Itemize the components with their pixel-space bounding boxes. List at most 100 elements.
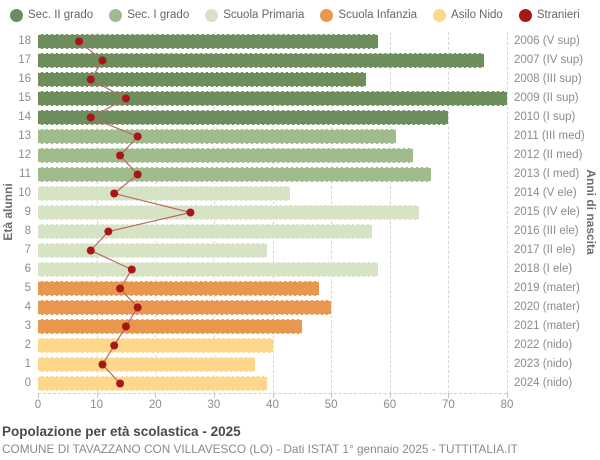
bar-age-0 [38, 376, 267, 391]
age-label-4: 4 [24, 301, 31, 313]
bar-age-17 [38, 53, 484, 68]
x-tick-label-30: 30 [207, 399, 221, 411]
legend-swatch-icon [205, 8, 219, 22]
y-axis-title-right: Anni di nascita [584, 169, 598, 255]
legend-label: Asilo Nido [451, 9, 503, 21]
birth-year-label-15: 2009 (II sup) [514, 92, 579, 104]
birth-year-label-11: 2013 (I med) [514, 168, 580, 180]
legend-item-sec-ii-grado: Sec. II grado [10, 8, 94, 22]
x-tick-mark-30 [213, 393, 215, 398]
birth-year-label-4: 2020 (mater) [514, 301, 580, 313]
age-label-8: 8 [24, 225, 31, 237]
legend-label: Scuola Primaria [223, 9, 305, 21]
x-tick-mark-50 [331, 393, 333, 398]
legend-swatch-icon [433, 8, 447, 22]
age-label-17: 17 [18, 54, 31, 66]
birth-year-label-2: 2022 (nido) [514, 339, 573, 351]
legend-label: Sec. I grado [127, 9, 190, 21]
footer: Popolazione per età scolastica - 2025 CO… [2, 424, 600, 456]
birth-year-label-13: 2011 (III med) [514, 130, 585, 142]
age-label-18: 18 [18, 35, 31, 47]
x-tick-mark-80 [507, 393, 508, 398]
legend-item-scuola-primaria: Scuola Primaria [205, 8, 305, 22]
bar-age-8 [38, 224, 373, 239]
legend: Sec. II grado Sec. I grado Scuola Primaria… [10, 7, 600, 23]
age-label-7: 7 [24, 244, 31, 256]
x-tick-mark-20 [155, 393, 157, 398]
bar-age-3 [38, 319, 302, 334]
age-label-16: 16 [18, 73, 31, 85]
bar-age-4 [38, 300, 332, 315]
age-label-10: 10 [18, 187, 31, 199]
birth-year-label-18: 2006 (V sup) [514, 35, 580, 47]
legend-item-stranieri: Stranieri [518, 8, 580, 22]
x-tick-label-70: 70 [441, 399, 455, 411]
bar-age-10 [38, 186, 291, 201]
age-label-13: 13 [18, 130, 31, 142]
age-label-12: 12 [18, 149, 31, 161]
x-tick-mark-40 [272, 393, 274, 398]
birth-year-label-5: 2019 (mater) [514, 282, 580, 294]
x-tick-label-40: 40 [266, 399, 279, 411]
x-tick-mark-70 [448, 393, 450, 398]
bar-age-15 [38, 91, 507, 106]
x-tick-label-80: 80 [500, 399, 514, 411]
x-tick-label-10: 10 [90, 399, 104, 411]
bar-age-13 [38, 129, 396, 144]
x-tick-label-20: 20 [148, 399, 162, 411]
legend-swatch-icon [10, 8, 23, 22]
legend-item-sec-i-grado: Sec. I grado [109, 8, 190, 22]
age-label-3: 3 [24, 320, 31, 332]
gridline-80 [507, 32, 508, 393]
birth-year-label-9: 2015 (IV ele) [514, 206, 580, 218]
bar-age-6 [38, 262, 379, 277]
bar-age-7 [38, 243, 267, 258]
bar-age-14 [38, 110, 449, 125]
x-tick-mark-60 [389, 393, 391, 398]
gridline-70 [448, 32, 450, 393]
age-label-2: 2 [24, 339, 31, 351]
chart-subtitle: COMUNE DI TAVAZZANO CON VILLAVESCO (LO) … [2, 442, 518, 456]
bar-age-18 [38, 34, 379, 49]
age-label-9: 9 [24, 206, 31, 218]
bar-age-11 [38, 167, 431, 182]
legend-item-asilo-nido: Asilo Nido [433, 8, 503, 22]
bar-age-16 [38, 72, 367, 87]
x-tick-mark-0 [38, 393, 39, 398]
bar-age-2 [38, 338, 273, 353]
age-label-11: 11 [19, 168, 31, 180]
age-label-6: 6 [24, 263, 31, 275]
legend-label: Sec. II grado [28, 9, 94, 21]
y-axis-title-left: Età alunni [1, 183, 15, 241]
birth-year-label-0: 2024 (nido) [514, 377, 573, 389]
legend-label: Scuola Infanzia [338, 9, 418, 21]
birth-year-label-17: 2007 (IV sup) [514, 54, 584, 66]
birth-year-label-10: 2014 (V ele) [514, 187, 577, 199]
legend-swatch-icon [320, 8, 334, 22]
x-tick-label-50: 50 [324, 399, 338, 411]
birth-year-label-12: 2012 (II med) [514, 149, 583, 161]
x-tick-mark-10 [96, 393, 98, 398]
age-label-15: 15 [18, 92, 31, 104]
age-label-5: 5 [24, 282, 31, 294]
legend-label: Stranieri [536, 9, 580, 21]
chart-title: Popolazione per età scolastica - 2025 [2, 424, 241, 439]
bar-age-9 [38, 205, 420, 220]
birth-year-label-1: 2023 (nido) [514, 358, 573, 370]
birth-year-label-7: 2017 (II ele) [514, 244, 576, 256]
legend-swatch-icon [518, 8, 532, 22]
legend-swatch-icon [109, 8, 123, 22]
bar-age-5 [38, 281, 320, 296]
x-tick-label-60: 60 [383, 399, 397, 411]
age-label-1: 1 [24, 358, 31, 370]
plot-area [38, 32, 508, 394]
birth-year-label-8: 2016 (III ele) [514, 225, 579, 237]
birth-year-label-6: 2018 (I ele) [514, 263, 573, 275]
birth-year-label-16: 2008 (III sup) [514, 73, 582, 85]
age-label-14: 14 [18, 111, 31, 123]
bar-age-1 [38, 357, 255, 372]
legend-item-scuola-infanzia: Scuola Infanzia [320, 8, 418, 22]
age-label-0: 0 [24, 377, 31, 389]
birth-year-label-3: 2021 (mater) [514, 320, 580, 332]
